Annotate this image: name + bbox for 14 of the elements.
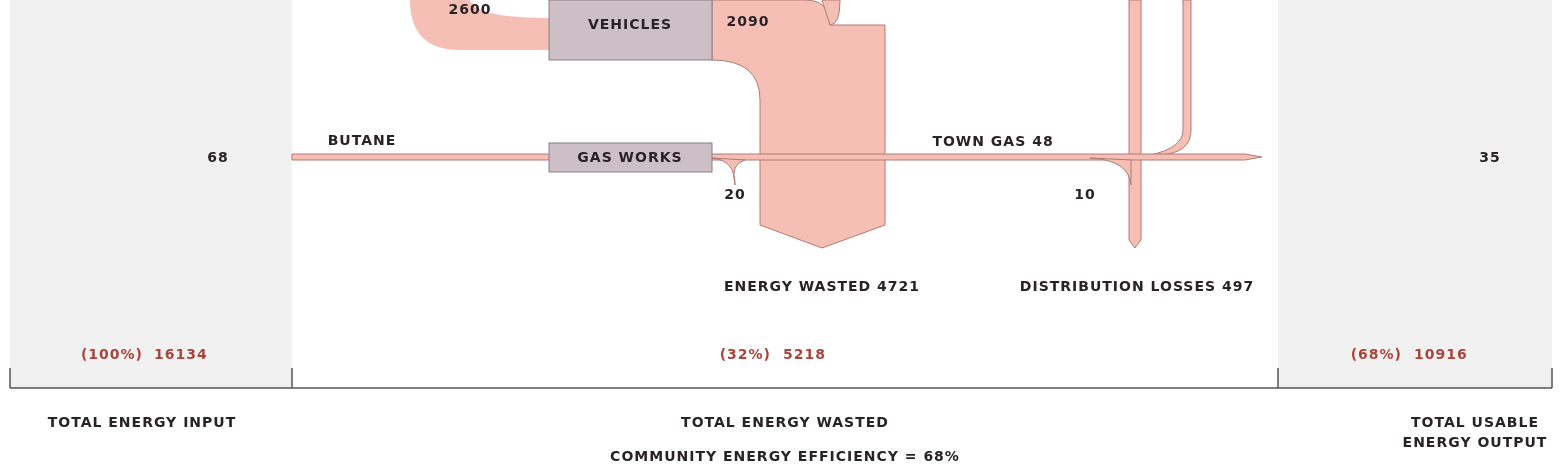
text: (32%): [719, 345, 771, 362]
text: COMMUNITY ENERGY EFFICIENCY = 68%: [610, 447, 960, 464]
category-label: TOTAL ENERGY WASTED: [681, 413, 889, 430]
category-label: TOTAL USABLE ENERGY OUTPUT: [1402, 413, 1548, 450]
data-label: 10916: [1414, 345, 1468, 362]
text: DISTRIBUTION LOSSES 497: [1019, 277, 1255, 294]
data-label: 5218: [783, 345, 826, 362]
text: (68%): [1350, 345, 1402, 362]
text: (100%): [80, 345, 143, 362]
text: 68: [207, 148, 229, 165]
category-label: TOTAL ENERGY INPUT: [47, 413, 237, 430]
text: ENERGY WASTED 4721: [723, 277, 921, 294]
text: 35: [1479, 148, 1501, 165]
data-label: 16134: [154, 345, 208, 362]
